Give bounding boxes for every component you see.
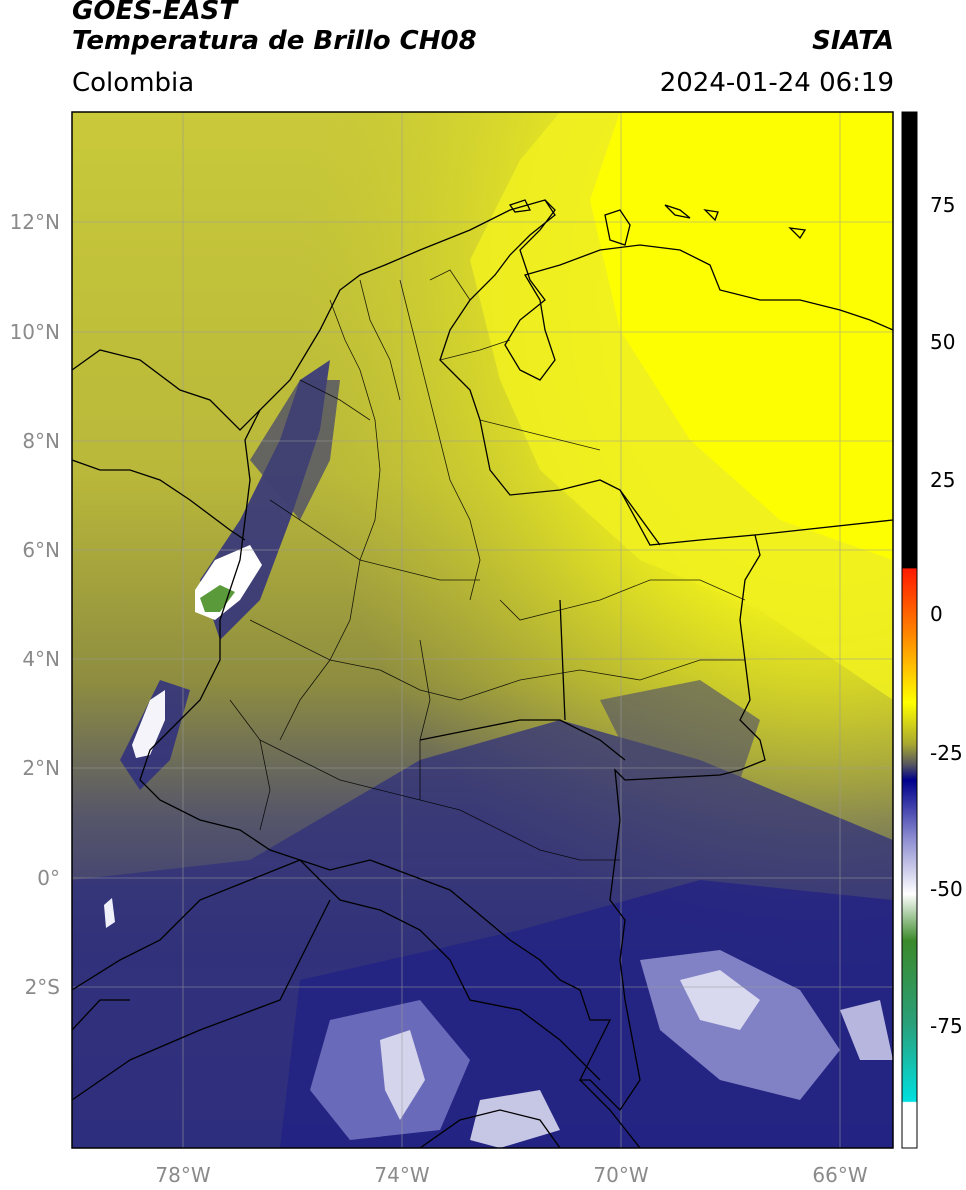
lat-tick-label: 0° [37,866,60,890]
product-title: Temperatura de Brillo CH08 [72,26,477,56]
lon-tick-label: 78°W [155,1163,210,1187]
region-name: Colombia [72,68,195,98]
colorbar-ramp [901,111,918,1149]
colorbar-tick-label: -25 [930,741,963,765]
graticule [72,112,893,1148]
country-borders [72,199,893,1148]
map-frame [71,111,894,1149]
lon-tick-label: 66°W [812,1163,867,1187]
colorbar-tick-label: 50 [930,330,955,354]
lat-tick-label: 12°N [10,210,60,234]
latitude-labels: 12°N 10°N 8°N 6°N 4°N 2°N 0° 2°S [10,210,60,999]
longitude-labels: 78°W 74°W 70°W 66°W [155,1163,867,1187]
lat-tick-label: 4°N [22,647,60,671]
lon-tick-label: 70°W [593,1163,648,1187]
lat-tick-label: 10°N [10,320,60,344]
colorbar: 75 50 25 0 -25 -50 -75 [901,111,963,1149]
title-block: GOES-EAST Temperatura de Brillo CH08 SIA… [72,0,894,110]
satellite-name: GOES-EAST [72,0,238,26]
colorbar-tick-label: 0 [930,602,943,626]
lat-tick-label: 2°S [25,975,60,999]
agency-name: SIATA [812,26,894,56]
colorbar-tick-label: 25 [930,468,955,492]
lon-tick-label: 74°W [374,1163,429,1187]
department-borders [229,269,746,861]
timestamp: 2024-01-24 06:19 [659,68,894,98]
lat-tick-label: 2°N [22,756,60,780]
lat-tick-label: 8°N [22,429,60,453]
lat-tick-label: 6°N [22,538,60,562]
colorbar-tick-label: -75 [930,1014,963,1038]
brightness-temperature-field [72,112,893,1148]
colorbar-tick-label: -50 [930,877,963,901]
colorbar-tick-label: 75 [930,193,955,217]
